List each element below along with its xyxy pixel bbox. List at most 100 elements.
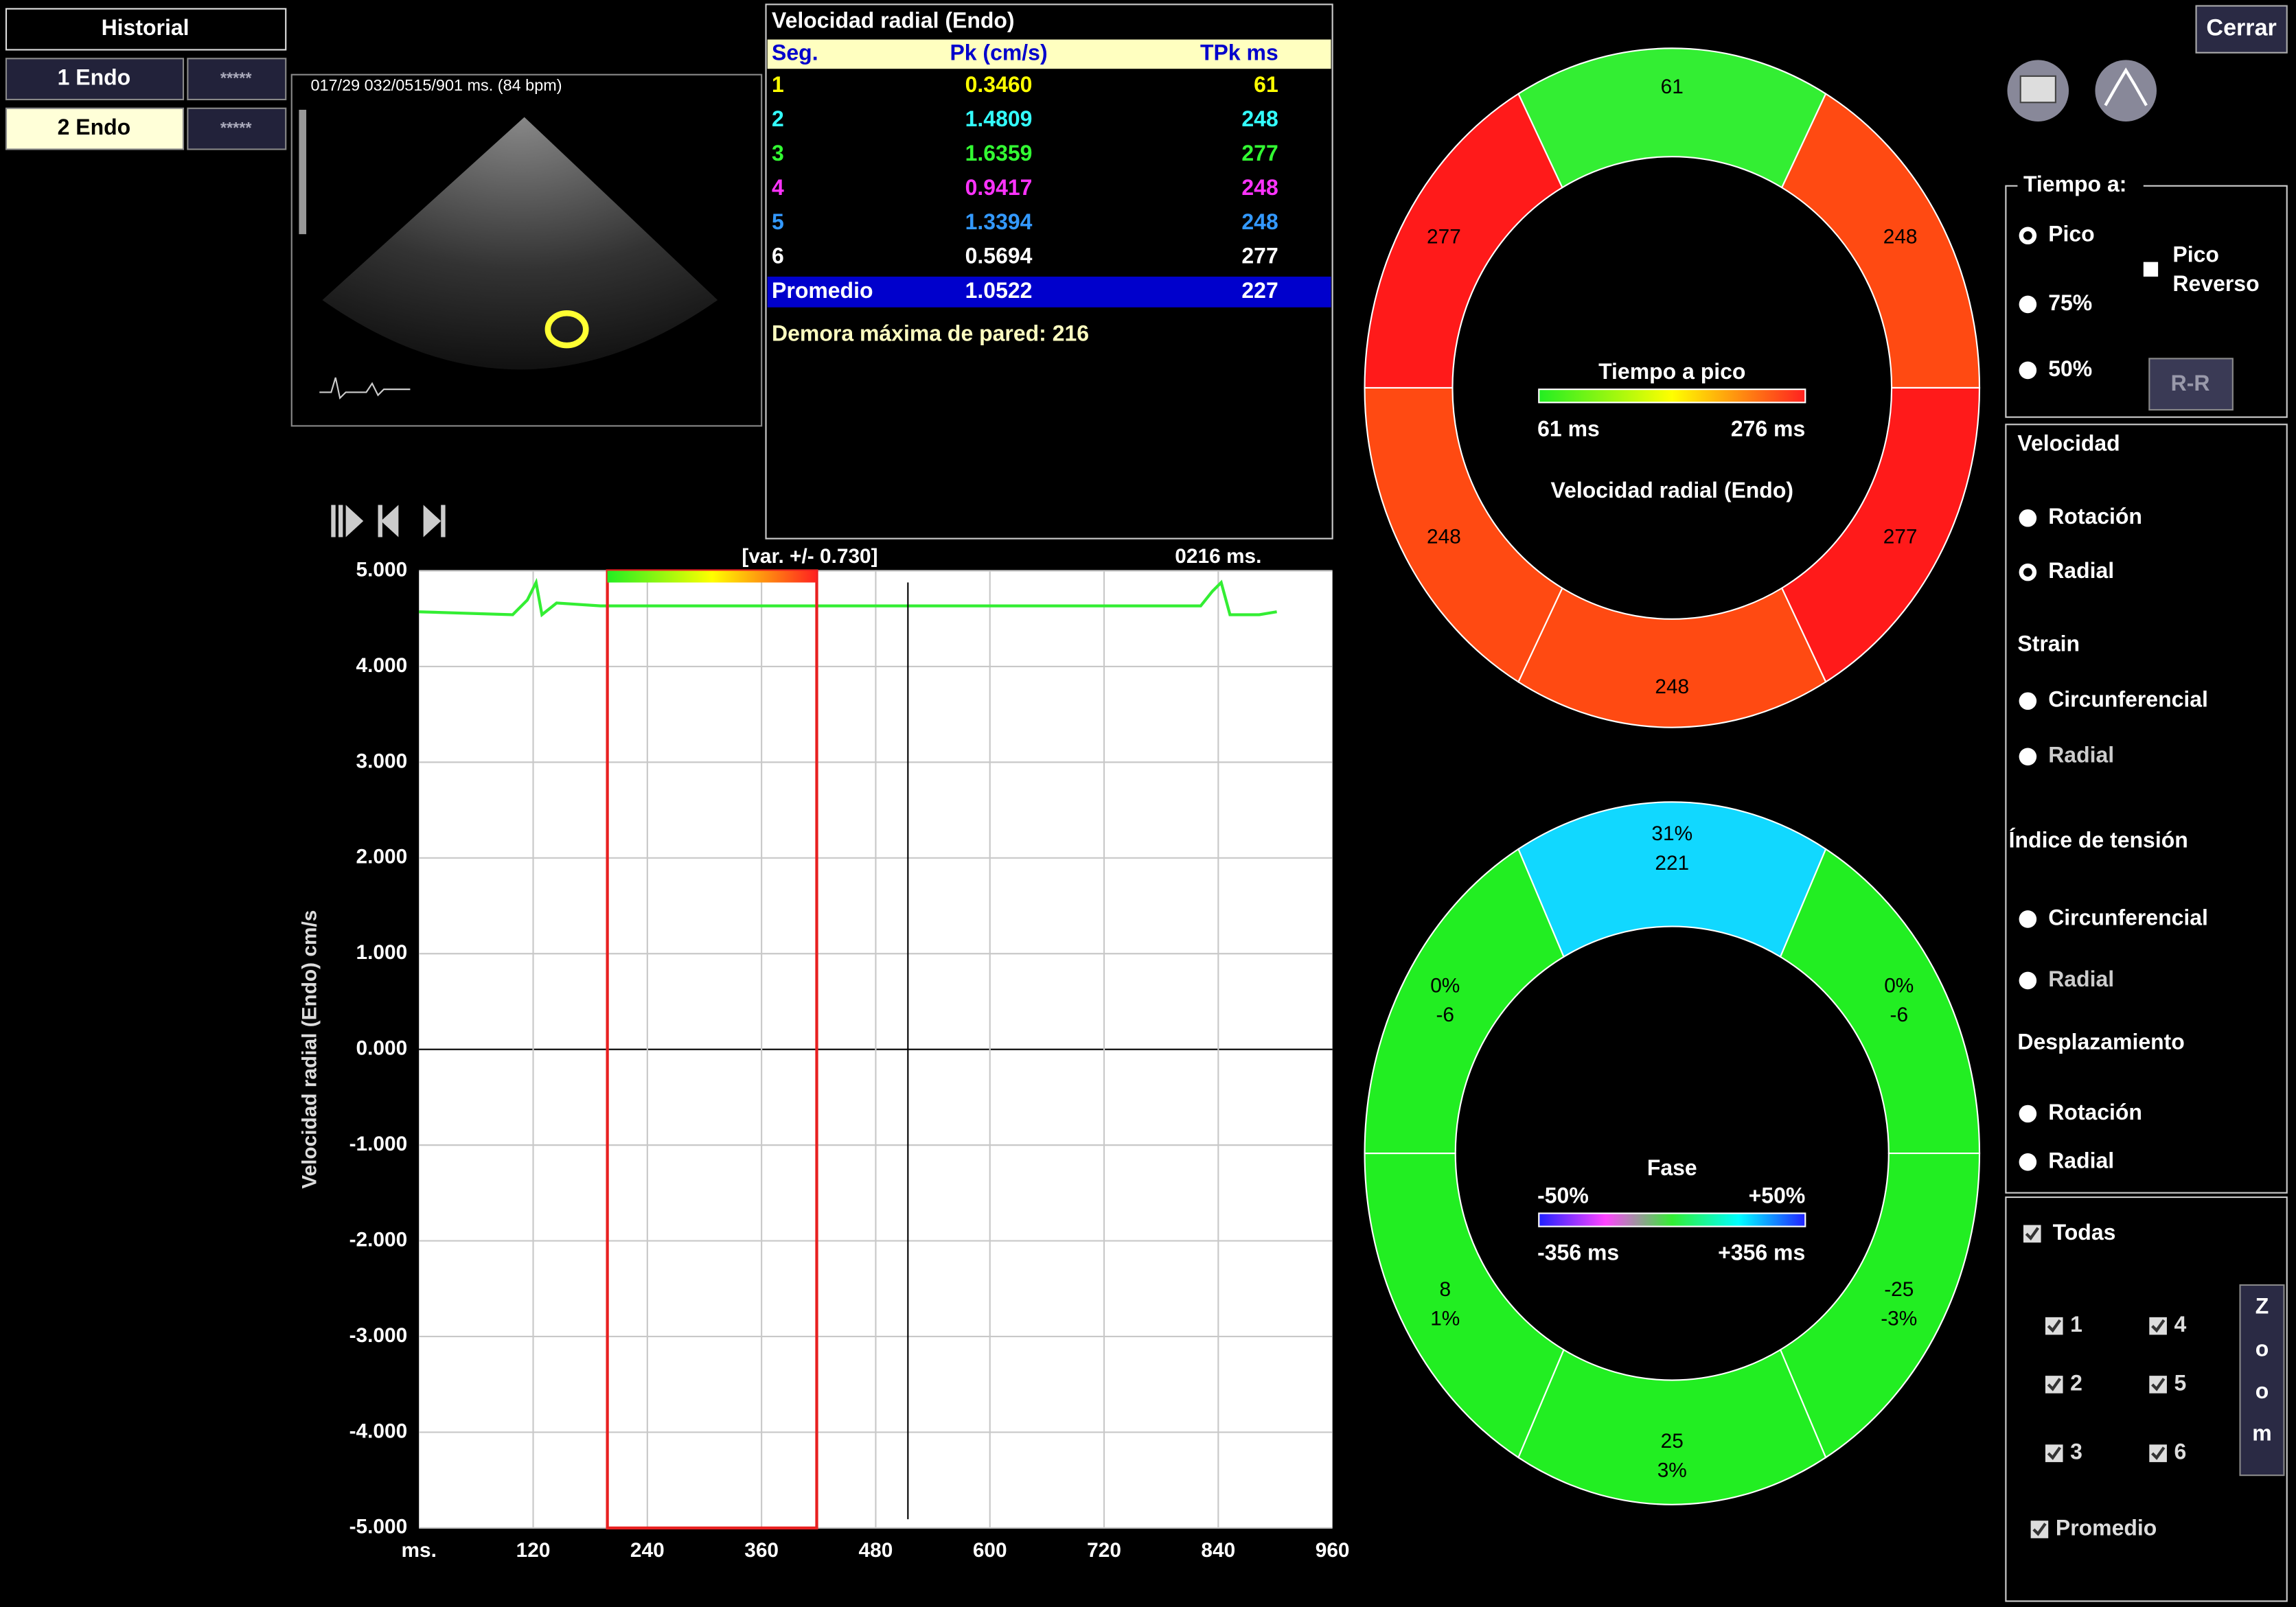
zoom-button[interactable] [2239, 1284, 2285, 1477]
radio[interactable] [2019, 748, 2037, 766]
series-toggle-label: 3 [2070, 1440, 2082, 1464]
radio[interactable] [2019, 971, 2037, 990]
table-cell: 1 [772, 72, 784, 97]
history-stars-button[interactable] [187, 107, 287, 150]
checkbox-label: Pico [2172, 242, 2219, 267]
table-cell: 3 [772, 141, 784, 165]
x-tick-label: 240 [630, 1539, 665, 1562]
x-tick-label: 840 [1201, 1539, 1235, 1562]
history-item[interactable] [5, 58, 185, 101]
radio-label: 75% [2048, 290, 2092, 315]
check-mark [2047, 1319, 2062, 1333]
ecg-trace [419, 577, 1277, 618]
table-average-cell: 227 [1241, 278, 1278, 303]
radio-label: Circunferencial [2048, 687, 2208, 712]
radio[interactable] [2019, 295, 2037, 314]
table-cell: 61 [1254, 72, 1278, 97]
radio[interactable] [2019, 692, 2037, 710]
x-tick-label: 960 [1316, 1539, 1350, 1562]
ring-segment [1517, 801, 1827, 958]
ring-legend-title: Tiempo a pico [1598, 359, 1745, 384]
table-cell: 4 [772, 175, 784, 200]
mode-title: Índice de tensión [2009, 827, 2188, 852]
radio-label: Radial [2048, 1148, 2114, 1172]
icon-glyph [2019, 75, 2056, 104]
x-tick-label: ms. [402, 1539, 437, 1562]
series-toggle-label: 2 [2070, 1370, 2082, 1395]
ring-legend-bar [1538, 389, 1806, 404]
rr-button[interactable] [2148, 358, 2234, 411]
radio-dot [2023, 568, 2032, 577]
close-label: Cerrar [2206, 15, 2276, 41]
series-toggle-label: Promedio [2056, 1515, 2157, 1540]
ring-segment [1779, 1152, 1981, 1459]
y-tick-label: 4.000 [356, 654, 408, 677]
segment-label: 277 [1883, 525, 1918, 548]
radio-label: 50% [2048, 356, 2092, 381]
mode-title: Strain [2017, 632, 2080, 656]
radio-label: Circunferencial [2048, 905, 2208, 929]
table-cell: 2 [772, 106, 784, 131]
history-item-label: 1 Endo [58, 65, 131, 90]
ring-legend-bar [1538, 1212, 1806, 1227]
radio[interactable] [2019, 1153, 2037, 1171]
radio-label: Pico [2048, 222, 2095, 246]
series-toggle-label: 5 [2174, 1370, 2187, 1395]
mode-panel [2005, 424, 2288, 1194]
y-tick-label: -5.000 [349, 1516, 408, 1538]
gray-scale [299, 109, 307, 235]
segment-label: 221 [1655, 852, 1689, 875]
segment-label: 31% [1651, 822, 1692, 845]
ring-legend-title: Fase [1647, 1155, 1697, 1180]
table-cell: 248 [1241, 209, 1278, 234]
radio[interactable] [2019, 509, 2037, 527]
table-panel [765, 3, 1333, 540]
group-title-bg [2017, 172, 2144, 196]
ring-segment [1517, 587, 1827, 728]
table-header: Pk (cm/s) [950, 40, 1047, 65]
y-tick-label: -3.000 [349, 1324, 408, 1347]
x-tick-label: 600 [973, 1539, 1007, 1562]
radio-label: Radial [2048, 558, 2114, 583]
ring-subtitle: Velocidad radial (Endo) [1551, 478, 1794, 502]
playback-controls[interactable] [331, 505, 446, 537]
segment-label: 3% [1657, 1459, 1687, 1482]
x-tick-label: 360 [744, 1539, 779, 1562]
close-button[interactable] [2195, 5, 2288, 54]
ring-legend-max: +50% [1749, 1183, 1806, 1207]
segment-label: 0% [1884, 974, 1914, 997]
history-header [5, 8, 287, 51]
ring-legend-max: +356 ms [1718, 1240, 1805, 1265]
segment-label: 277 [1427, 225, 1461, 248]
icon-button[interactable] [2095, 60, 2157, 122]
segment-label: 248 [1655, 675, 1689, 698]
checkbox[interactable] [2143, 262, 2159, 277]
group-title: Tiempo a: [2023, 172, 2126, 196]
history-item[interactable] [5, 107, 185, 150]
echo-caption: 017/29 032/0515/901 ms. (84 bpm) [310, 76, 562, 94]
y-tick-label: -1.000 [349, 1133, 408, 1155]
segment-label: 1% [1430, 1307, 1460, 1330]
check-mark [2151, 1319, 2166, 1333]
radio[interactable] [2019, 1105, 2037, 1123]
y-tick-label: -2.000 [349, 1228, 408, 1251]
radio[interactable] [2019, 910, 2037, 928]
segment-label: -6 [1890, 1004, 1909, 1026]
table-cell: 0.9417 [965, 175, 1033, 200]
ring-segment [1517, 1348, 1827, 1505]
series-toggle-label: 6 [2174, 1440, 2187, 1464]
check-mark [2151, 1378, 2166, 1391]
ring-legend-min: -50% [1537, 1183, 1589, 1207]
radio-dot [2023, 231, 2032, 240]
table-title: Velocidad radial (Endo) [772, 8, 1015, 32]
ring-segment [1364, 93, 1563, 389]
zoom-label: Zoom [2249, 1294, 2274, 1463]
history-stars-button[interactable] [187, 58, 287, 101]
radio[interactable] [2019, 361, 2037, 380]
table-average-cell: Promedio [772, 278, 873, 303]
y-tick-label: 2.000 [356, 846, 408, 868]
radio-label: Radial [2048, 967, 2114, 991]
ring-segment [1780, 386, 1981, 683]
checkbox-label: Todas [2053, 1220, 2116, 1245]
